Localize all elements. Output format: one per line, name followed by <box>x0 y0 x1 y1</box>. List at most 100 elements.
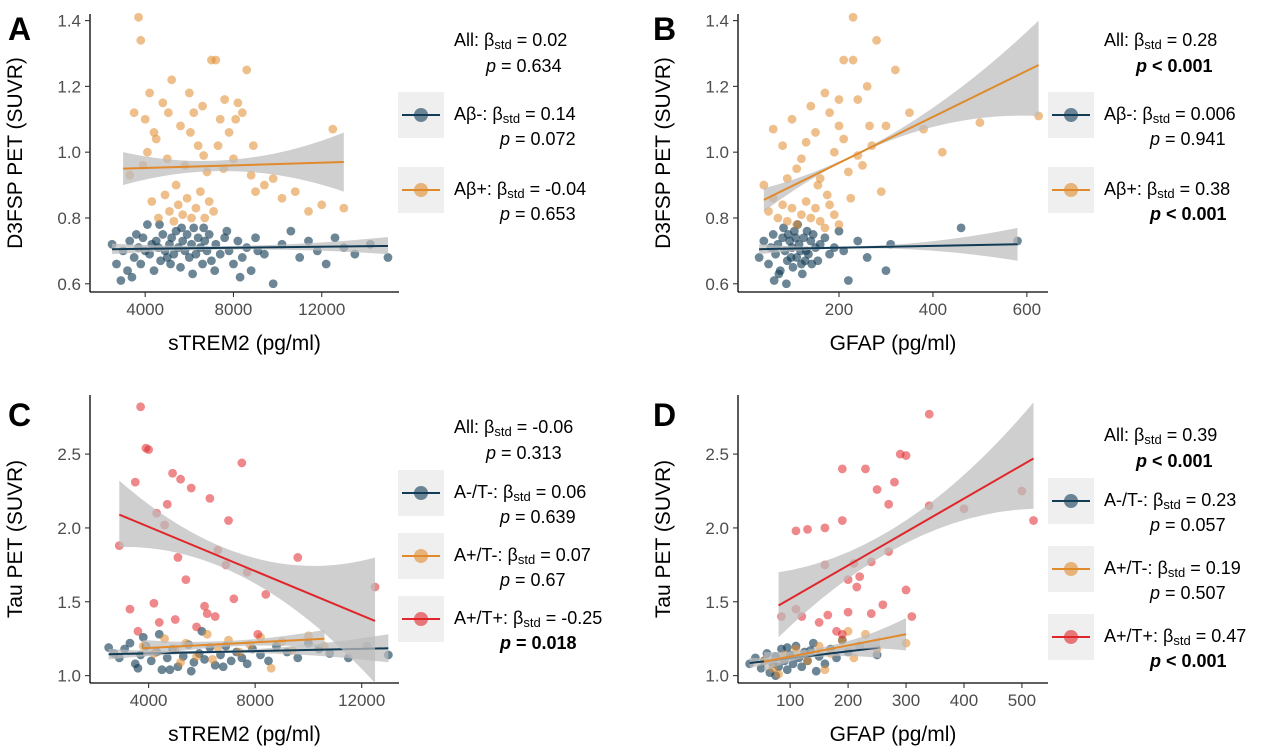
plot-area <box>104 402 393 683</box>
data-point <box>157 665 167 675</box>
data-point <box>198 101 207 111</box>
y-tick-label: 1.5 <box>705 593 729 612</box>
data-point <box>182 230 192 239</box>
data-point <box>843 276 853 285</box>
legend: All: βstd = -0.06 p = 0.313 A-/T-: βstd = … <box>398 417 602 653</box>
x-tick-label: 300 <box>892 691 920 710</box>
data-point <box>848 12 858 22</box>
legend-all-beta: All: βstd = 0.02 <box>454 30 567 52</box>
data-point <box>112 259 121 269</box>
data-point <box>843 167 853 177</box>
data-point <box>136 35 146 45</box>
data-point <box>872 485 882 494</box>
data-point <box>176 474 185 484</box>
data-point <box>834 121 844 131</box>
data-point <box>145 88 154 98</box>
data-point <box>825 108 834 118</box>
data-point <box>852 582 862 592</box>
data-point <box>253 629 263 639</box>
y-tick-label: 1.4 <box>705 12 729 31</box>
data-point <box>169 216 179 226</box>
x-tick-label: 600 <box>1013 300 1041 319</box>
panel-c: C 1.0 1.5 2.0 2.5 4000 8000 12000 sTREM2 (pg/ml)… <box>4 395 602 746</box>
data-point <box>811 203 820 213</box>
data-point <box>129 253 139 262</box>
y-tick-label: 0.8 <box>705 209 729 228</box>
regression-line <box>123 161 344 170</box>
data-point <box>1029 516 1038 525</box>
data-point <box>759 236 769 246</box>
data-point <box>837 516 847 525</box>
data-point <box>865 121 874 131</box>
legend-group-beta: A+/T-: βstd = 0.19 <box>1104 558 1241 580</box>
data-point <box>189 108 199 118</box>
data-point <box>825 200 834 210</box>
legend-all-beta: All: βstd = -0.06 <box>454 417 573 439</box>
data-point <box>229 594 239 604</box>
data-point <box>293 653 303 663</box>
data-point <box>820 88 830 98</box>
data-point <box>199 151 209 160</box>
legend-group-p: p = 0.653 <box>499 204 576 224</box>
data-point <box>162 499 172 509</box>
data-point <box>205 493 215 503</box>
data-point <box>861 464 870 474</box>
data-point <box>208 654 217 664</box>
legend-group-beta: Aβ+: βstd = -0.04 <box>454 179 586 201</box>
legend-all-beta: All: βstd = 0.28 <box>1104 30 1217 52</box>
legend-key-dot <box>1064 108 1078 122</box>
y-tick-label: 2.0 <box>705 519 729 538</box>
y-tick-label: 2.0 <box>57 519 81 538</box>
x-tick-label: 500 <box>1008 691 1036 710</box>
data-point <box>814 618 824 627</box>
data-point <box>176 657 185 667</box>
data-point <box>802 226 812 236</box>
legend-key-dot <box>1064 562 1078 576</box>
data-point <box>125 604 135 614</box>
data-point <box>754 253 764 262</box>
data-point <box>304 206 313 216</box>
data-point <box>182 193 192 203</box>
data-point <box>774 669 783 679</box>
data-point <box>820 223 830 233</box>
data-point <box>801 197 811 206</box>
data-point <box>834 226 844 236</box>
x-axis-title: GFAP (pg/ml) <box>830 723 957 746</box>
data-point <box>846 193 856 203</box>
data-point <box>133 663 143 673</box>
data-point <box>178 210 188 220</box>
data-point <box>975 118 985 127</box>
data-point <box>803 525 812 534</box>
legend-group-p: p = 0.941 <box>1149 129 1226 149</box>
data-point <box>251 233 260 243</box>
panel-letter: B <box>653 11 676 47</box>
data-point <box>231 114 241 124</box>
panel-b: B 0.6 0.8 1.0 1.2 1.4 200 400 600 GFAP (pg/ml) D3F… <box>652 11 1236 355</box>
y-tick-label: 1.0 <box>705 143 729 162</box>
data-point <box>246 266 256 276</box>
y-tick-label: 1.2 <box>705 77 729 96</box>
data-point <box>192 652 201 661</box>
data-point <box>266 663 276 673</box>
data-point <box>778 200 788 210</box>
data-point <box>237 253 247 262</box>
confidence-band <box>112 237 388 255</box>
confidence-band <box>108 634 389 663</box>
regression-line <box>759 243 1018 251</box>
data-point <box>804 249 813 259</box>
data-point <box>829 210 839 220</box>
legend-key-dot <box>1064 183 1078 197</box>
data-point <box>149 266 159 276</box>
data-point <box>782 643 792 652</box>
data-point <box>834 95 844 104</box>
data-point <box>264 656 273 666</box>
data-point <box>924 409 934 419</box>
data-point <box>195 187 205 197</box>
data-point <box>277 193 287 203</box>
data-point <box>123 266 132 276</box>
x-tick-label: 8000 <box>215 300 253 319</box>
legend-group-beta: Aβ-: βstd = 0.14 <box>454 104 576 126</box>
data-point <box>233 236 243 246</box>
data-point <box>184 88 194 98</box>
data-point <box>853 95 863 104</box>
